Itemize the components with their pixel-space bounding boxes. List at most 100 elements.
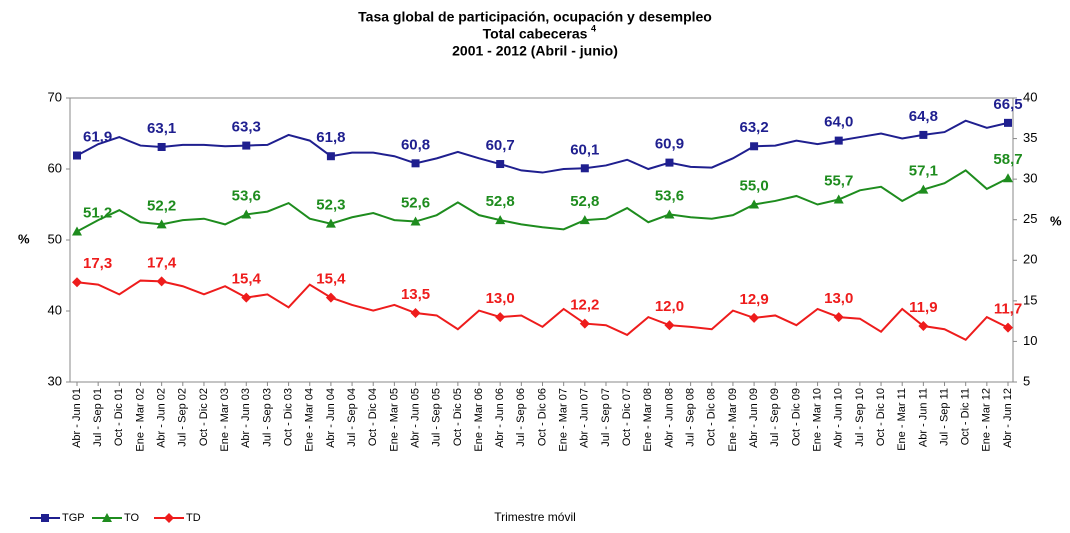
data-label: 55,0 bbox=[739, 177, 768, 194]
marker bbox=[496, 160, 505, 169]
x-tick-label: Abr - Jun 09 bbox=[748, 388, 760, 448]
marker bbox=[72, 277, 82, 288]
y2-tick-label: 20 bbox=[1023, 252, 1037, 267]
marker bbox=[749, 312, 760, 323]
x-tick-label: Jul - Sep 05 bbox=[431, 388, 443, 447]
x-tick-label: Abr - Jun 03 bbox=[240, 388, 252, 448]
marker bbox=[410, 308, 421, 319]
data-label: 63,2 bbox=[739, 119, 768, 136]
plot-area bbox=[69, 97, 1014, 383]
y-axis-label: % bbox=[18, 231, 30, 246]
x-tick-label: Abr - Jun 05 bbox=[409, 388, 421, 448]
series-line bbox=[76, 119, 1009, 174]
x-tick-label: Jul - Sep 11 bbox=[938, 388, 950, 446]
x-tick-label: Oct - Dic 10 bbox=[875, 388, 887, 446]
data-label: 53,6 bbox=[232, 187, 261, 204]
marker bbox=[664, 320, 675, 331]
chart-title: 2001 - 2012 (Abril - junio) bbox=[452, 43, 618, 59]
x-tick-label: Abr - Jun 07 bbox=[579, 388, 591, 448]
marker bbox=[833, 194, 844, 204]
x-tick-label: Oct - Dic 01 bbox=[113, 388, 125, 446]
data-label: 11,9 bbox=[909, 299, 937, 316]
y2-axis-label: % bbox=[1050, 213, 1062, 228]
y2-tick-label: 5 bbox=[1023, 373, 1030, 388]
x-tick-label: Oct - Dic 08 bbox=[706, 388, 718, 446]
x-tick-label: Ene - Mar 10 bbox=[811, 388, 823, 452]
y2-tick-label: 10 bbox=[1023, 333, 1037, 348]
x-tick-label: Abr - Jun 12 bbox=[1002, 388, 1014, 448]
data-label: 52,6 bbox=[401, 195, 430, 212]
marker bbox=[241, 292, 252, 303]
x-tick-label: Ene - Mar 02 bbox=[134, 388, 146, 452]
data-label: 52,8 bbox=[570, 193, 599, 210]
marker bbox=[919, 130, 928, 139]
series-line bbox=[76, 279, 1009, 342]
data-label: 66,5 bbox=[993, 96, 1022, 113]
marker bbox=[72, 226, 82, 236]
data-label: 51,2 bbox=[83, 204, 112, 221]
marker bbox=[325, 292, 336, 303]
marker bbox=[1003, 322, 1013, 333]
x-tick-label: Jul - Sep 01 bbox=[92, 388, 104, 447]
marker bbox=[750, 142, 759, 151]
x-tick-label: Ene - Mar 03 bbox=[219, 388, 231, 452]
x-tick-label: Jul - Sep 08 bbox=[685, 388, 697, 447]
x-tick-label: Jul - Sep 07 bbox=[600, 388, 612, 447]
data-label: 15,4 bbox=[316, 271, 346, 288]
chart-title: Total cabeceras bbox=[483, 26, 588, 42]
data-label: 61,8 bbox=[316, 129, 345, 146]
data-label: 60,1 bbox=[570, 141, 599, 158]
marker bbox=[834, 136, 843, 145]
marker bbox=[918, 184, 929, 194]
y-tick-label: 60 bbox=[48, 160, 62, 175]
x-tick-label: Abr - Jun 02 bbox=[156, 388, 168, 448]
marker bbox=[156, 276, 167, 287]
x-tick-label: Oct - Dic 02 bbox=[198, 388, 210, 446]
y-tick-label: 70 bbox=[48, 89, 62, 104]
marker bbox=[495, 312, 506, 323]
marker bbox=[73, 151, 81, 160]
y2-tick-label: 15 bbox=[1023, 292, 1037, 307]
x-tick-label: Ene - Mar 08 bbox=[642, 388, 654, 452]
data-label: 63,3 bbox=[232, 119, 261, 136]
data-label: 60,7 bbox=[486, 137, 515, 154]
data-label: 64,0 bbox=[824, 114, 853, 131]
y2-tick-label: 25 bbox=[1023, 211, 1037, 226]
y2-tick-label: 30 bbox=[1023, 171, 1037, 186]
marker bbox=[495, 215, 506, 225]
data-label: 52,2 bbox=[147, 197, 176, 214]
x-axis-label: Trimestre móvil bbox=[494, 510, 576, 524]
marker bbox=[918, 321, 929, 332]
x-tick-label: Ene - Mar 06 bbox=[473, 388, 485, 452]
x-tick-label: Ene - Mar 09 bbox=[727, 388, 739, 452]
data-label: 13,0 bbox=[824, 290, 853, 307]
x-tick-label: Jul - Sep 04 bbox=[346, 388, 358, 447]
x-tick-label: Jul - Sep 06 bbox=[515, 388, 527, 447]
data-label: 17,3 bbox=[83, 255, 112, 272]
y2-tick-label: 35 bbox=[1023, 130, 1037, 145]
title-note: 4 bbox=[591, 23, 596, 33]
data-label: 61,9 bbox=[83, 128, 112, 145]
y-tick-label: 50 bbox=[48, 231, 62, 246]
chart-title: Tasa global de participación, ocupación … bbox=[358, 9, 712, 25]
data-label: 52,8 bbox=[486, 193, 515, 210]
x-tick-label: Oct - Dic 05 bbox=[452, 388, 464, 446]
marker bbox=[411, 159, 420, 168]
marker bbox=[1004, 118, 1012, 127]
marker bbox=[157, 142, 166, 151]
marker bbox=[241, 209, 252, 219]
data-label: 12,9 bbox=[739, 291, 768, 308]
data-label: 53,6 bbox=[655, 187, 684, 204]
x-tick-label: Jul - Sep 03 bbox=[261, 388, 273, 447]
marker bbox=[579, 215, 590, 225]
x-tick-label: Abr - Jun 10 bbox=[833, 388, 845, 448]
marker bbox=[833, 312, 844, 323]
marker bbox=[664, 209, 675, 219]
x-tick-label: Ene - Mar 12 bbox=[981, 388, 993, 452]
x-tick-label: Oct - Dic 09 bbox=[790, 388, 802, 446]
x-tick-label: Oct - Dic 07 bbox=[621, 388, 633, 446]
data-label: 17,4 bbox=[147, 254, 177, 271]
x-tick-label: Ene - Mar 05 bbox=[388, 388, 400, 452]
y2-tick-label: 40 bbox=[1023, 89, 1037, 104]
